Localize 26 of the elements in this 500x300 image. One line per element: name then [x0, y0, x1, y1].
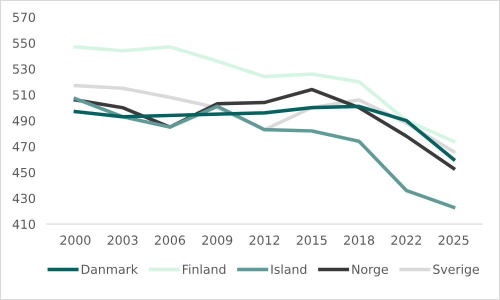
y-tick-label: 430 [12, 194, 36, 204]
y-tick-label: 450 [12, 168, 36, 178]
x-tick-label: 2025 [438, 235, 468, 245]
x-tick-label: 2000 [60, 235, 90, 245]
y-tick-label: 510 [12, 90, 36, 100]
x-tick-label: 2022 [391, 235, 421, 245]
x-tick-label: 2009 [202, 235, 232, 245]
x-tick-label: 2018 [344, 235, 374, 245]
x-tick-label: 2012 [250, 235, 280, 245]
legend-label: Danmark [82, 264, 138, 274]
y-tick-label: 550 [12, 38, 36, 48]
legend-label: Sverige [433, 264, 479, 276]
line-series [74, 45, 456, 144]
y-tick-label: 530 [12, 64, 36, 74]
y-tick-label: 490 [12, 116, 36, 126]
line-series [74, 96, 456, 210]
legend-label: Finland [182, 264, 226, 274]
y-tick-label: 570 [12, 12, 36, 22]
x-tick-label: 2006 [154, 235, 186, 245]
legend-label: Island [271, 264, 306, 274]
x-tick-label: 2003 [108, 235, 138, 245]
y-tick-label: 410 [12, 220, 36, 230]
y-tick-label: 470 [12, 142, 36, 152]
line-series [74, 104, 456, 162]
legend-label: Norge [352, 264, 388, 276]
x-tick-label: 2015 [296, 235, 327, 245]
